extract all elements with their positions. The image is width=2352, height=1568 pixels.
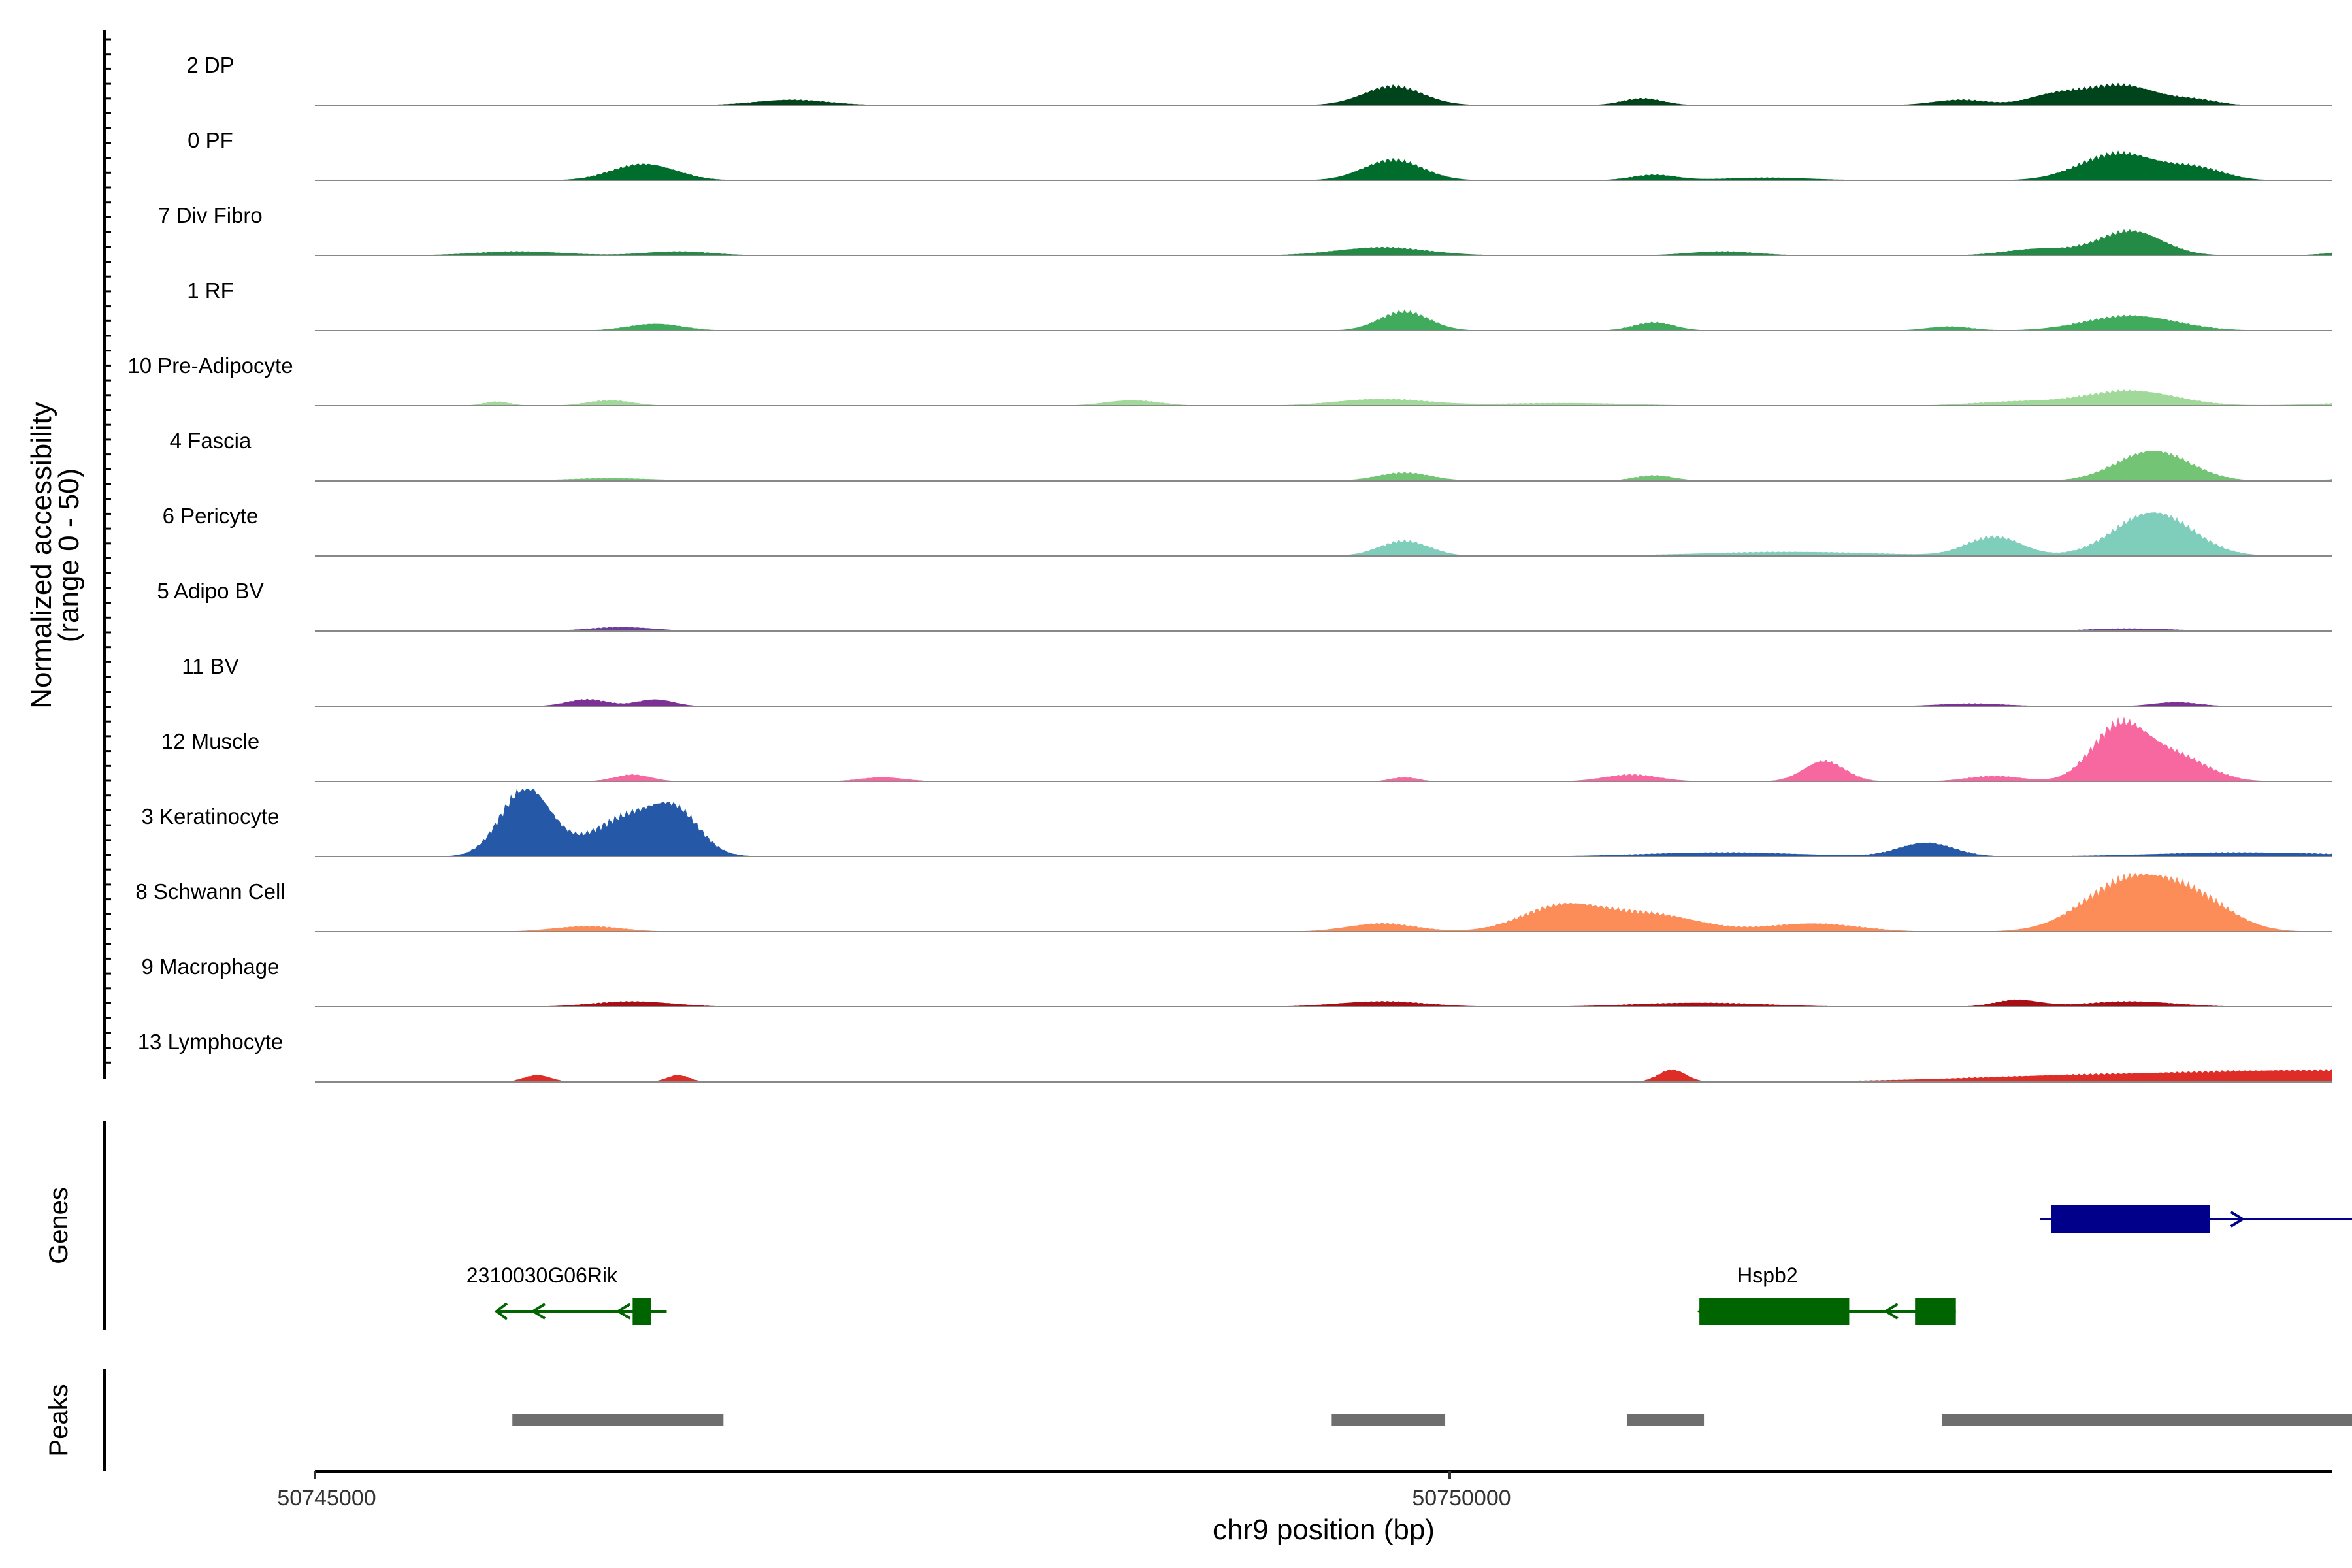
coverage-track: 10 Pre-Adipocyte (127, 353, 2332, 406)
coverage-track: 0 PF (188, 128, 2332, 181)
gene-model: Cryab (2040, 1205, 2352, 1233)
coverage-area (315, 698, 2332, 706)
coverage-track: 3 Keratinocyte (142, 789, 2332, 857)
coverage-y-ticks (105, 38, 111, 1064)
gene-exon (1699, 1298, 1850, 1325)
coverage-track: 13 Lymphocyte (138, 1030, 2332, 1083)
coverage-area (315, 450, 2332, 481)
gene-label: 2310030G06Rik (466, 1264, 618, 1287)
coverage-area (315, 627, 2332, 631)
coverage-track: 5 Adipo BV (157, 579, 2332, 632)
coverage-area (315, 716, 2332, 781)
coverage-area (315, 789, 2332, 857)
coverage-track: 9 Macrophage (142, 955, 2332, 1007)
x-axis-title: chr9 position (bp) (1213, 1514, 1435, 1546)
strand-arrow (494, 1302, 508, 1320)
track-label: 9 Macrophage (142, 955, 280, 979)
coverage-area (315, 389, 2332, 406)
track-label: 12 Muscle (161, 729, 259, 753)
peak-region (1626, 1414, 1705, 1426)
genes-panel-label: Genes (44, 1187, 73, 1264)
coverage-area (315, 512, 2332, 556)
coverage-track: 8 Schwann Cell (135, 872, 2332, 932)
coverage-track: 7 Div Fibro (158, 203, 2332, 256)
coverage-area (315, 1069, 2332, 1082)
track-label: 2 DP (186, 53, 234, 77)
track-label: 8 Schwann Cell (135, 879, 285, 904)
track-label: 10 Pre-Adipocyte (127, 353, 293, 378)
track-label: 0 PF (188, 128, 233, 152)
track-label: 5 Adipo BV (157, 579, 263, 603)
peak-regions (512, 1414, 2352, 1426)
track-label: 4 Fascia (170, 429, 252, 453)
peak-region (1942, 1414, 2352, 1426)
track-label: 1 RF (187, 278, 234, 302)
strand-arrow (2230, 1211, 2246, 1228)
x-axis-ticks: 50745000507500005075500050760000 (277, 1471, 1511, 1511)
coverage-area (315, 229, 2332, 255)
coverage-area (315, 309, 2332, 331)
y-axis-title-line2: (range 0 - 50) (53, 468, 85, 643)
coverage-area (315, 872, 2332, 932)
peak-region (512, 1414, 724, 1426)
track-label: 13 Lymphocyte (138, 1030, 284, 1054)
gene-annotations: Cryab Hspb2 2310030G06Rik (466, 1205, 2352, 1325)
gene-label: Hspb2 (1737, 1264, 1798, 1287)
track-label: 3 Keratinocyte (142, 804, 280, 828)
gene-model: 2310030G06Rik (466, 1264, 667, 1325)
track-label: 6 Pericyte (163, 504, 259, 528)
coverage-tracks: 2 DP 0 PF 7 Div Fibro 1 RF 10 Pre-Adipocyte 4… (127, 53, 2332, 1083)
strand-arrow (1697, 1302, 1711, 1320)
y-axis-title-line1: Normalized accessibility (25, 402, 57, 708)
track-label: 7 Div Fibro (158, 203, 263, 227)
gene-exon (632, 1298, 651, 1325)
x-tick-label: 50750000 (1412, 1486, 1511, 1511)
coverage-track: 4 Fascia (170, 429, 2332, 482)
coverage-track: 1 RF (187, 278, 2332, 331)
coverage-track: 12 Muscle (161, 716, 2332, 782)
coverage-track: 2 DP (186, 53, 2332, 106)
coverage-track: 11 BV (182, 654, 2332, 707)
x-tick-label: 50745000 (277, 1486, 376, 1511)
peaks-panel-label: Peaks (44, 1384, 73, 1456)
gene-model: Hspb2 (1697, 1264, 1956, 1325)
coverage-area (315, 150, 2332, 180)
coverage-area (315, 999, 2332, 1007)
coverage-track: 6 Pericyte (163, 504, 2332, 557)
track-label: 11 BV (182, 654, 238, 678)
coverage-area (315, 82, 2332, 105)
gene-exon (1915, 1298, 1956, 1325)
strand-arrow (531, 1303, 546, 1320)
peak-region (1331, 1414, 1446, 1426)
gene-exon (2051, 1205, 2210, 1233)
strand-arrow (1883, 1303, 1899, 1320)
strand-arrow (615, 1303, 631, 1320)
